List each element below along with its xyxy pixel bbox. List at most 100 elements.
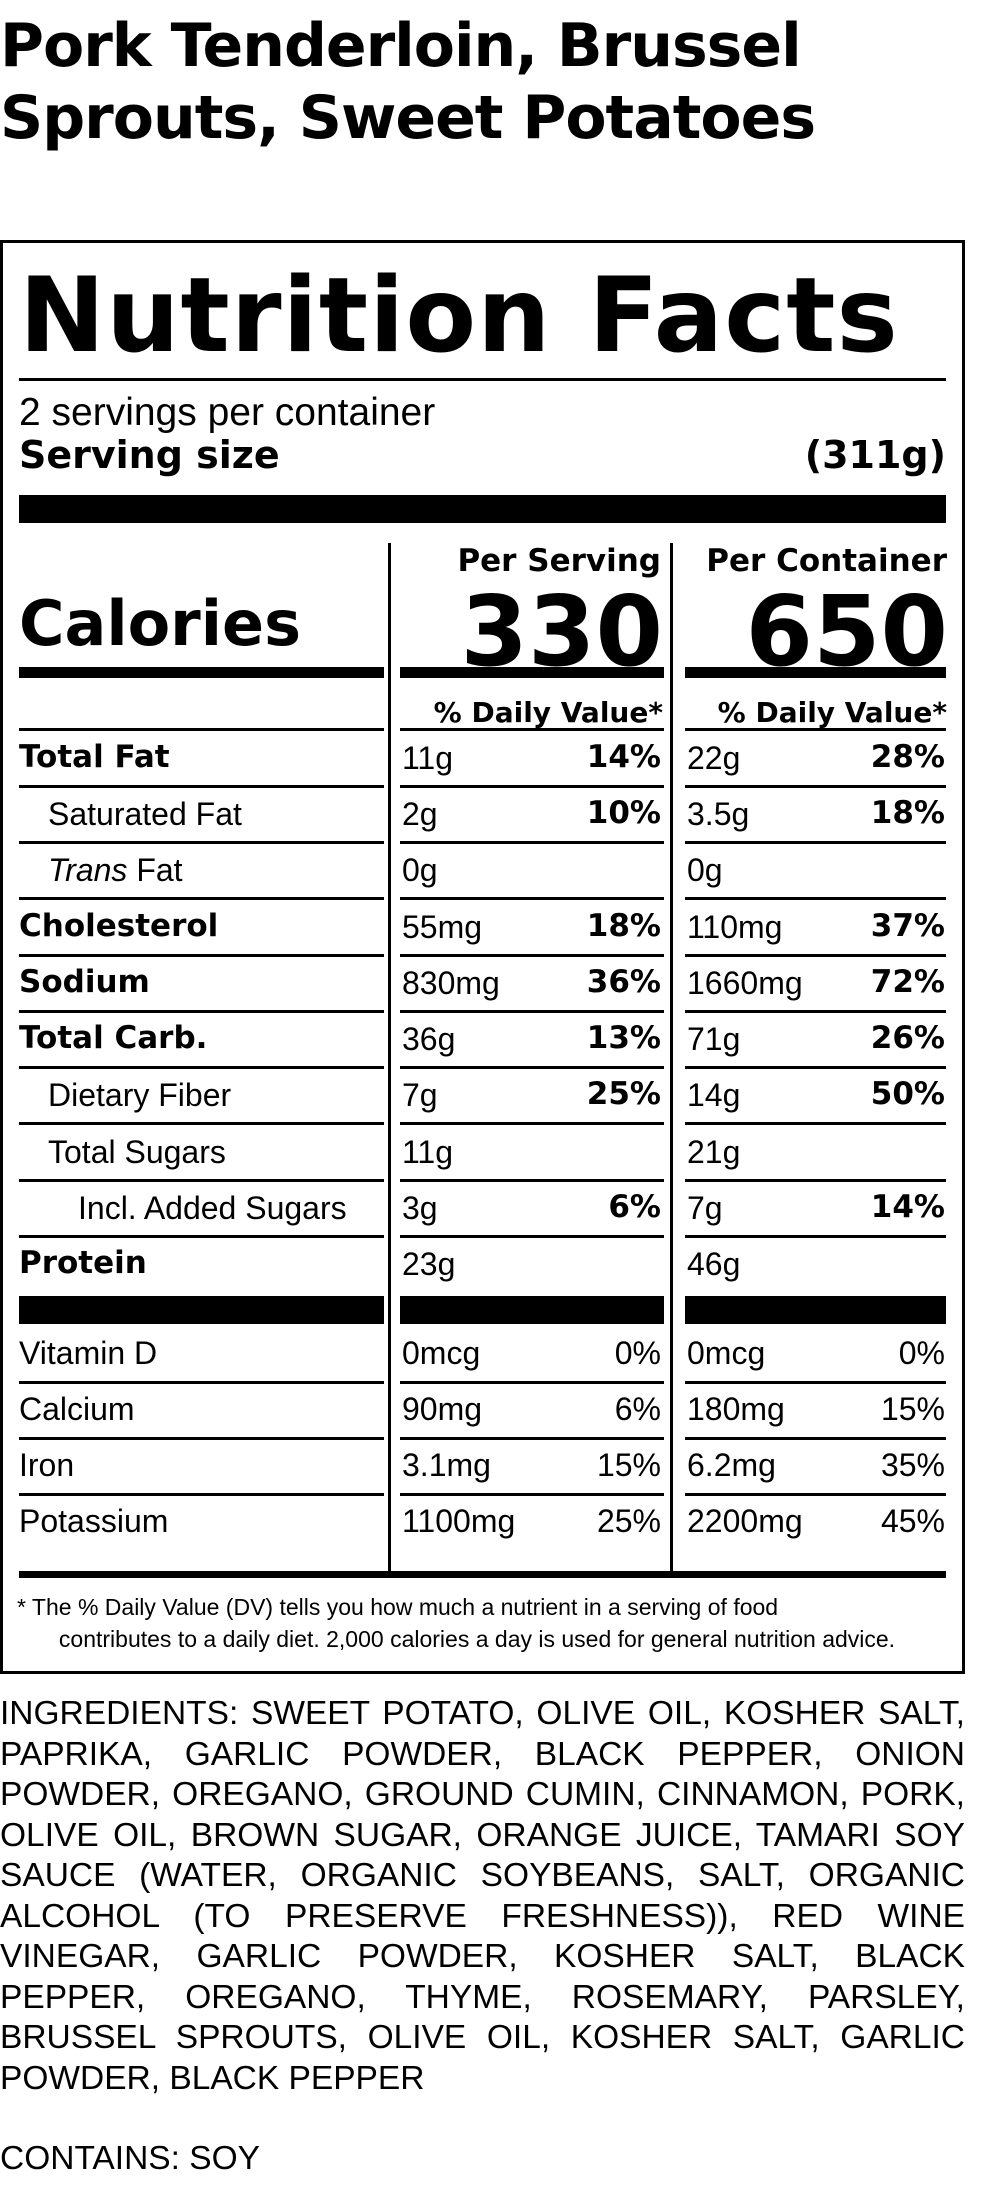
calories-divider-serving	[400, 667, 664, 678]
row-divider	[400, 841, 664, 844]
nutrient-name: Calcium	[19, 1391, 135, 1427]
serving-daily-value: 0%	[614, 1335, 661, 1371]
container-amount: 22g	[687, 740, 741, 776]
nutrient-row: Potassium 1100mg 25% 2200mg 45%	[3, 1493, 968, 1550]
heading-divider	[19, 378, 946, 381]
footnote-line-1: * The % Daily Value (DV) tells you how m…	[17, 1594, 779, 1620]
row-divider	[685, 785, 946, 788]
row-divider	[400, 1122, 664, 1125]
container-amount: 14g	[687, 1077, 741, 1113]
container-daily-value: 37%	[870, 908, 945, 944]
serving-daily-value: 18%	[586, 908, 661, 944]
product-title-line-2: Sprouts, Sweet Potatoes	[0, 83, 816, 153]
ingredients-list: INGREDIENTS: SWEET POTATO, OLIVE OIL, KO…	[0, 1695, 965, 2097]
row-divider	[19, 728, 384, 731]
serving-daily-value: 25%	[596, 1503, 661, 1539]
per-container-header: Per Container	[706, 543, 947, 579]
row-divider	[19, 1066, 384, 1069]
row-divider	[400, 1437, 664, 1440]
serving-amount: 90mg	[402, 1391, 483, 1427]
container-daily-value: 26%	[870, 1020, 945, 1056]
container-amount: 110mg	[687, 909, 783, 945]
row-divider	[19, 1493, 384, 1496]
container-amount: 1660mg	[687, 965, 803, 1001]
container-daily-value: 35%	[880, 1447, 945, 1483]
container-amount: 0mcg	[687, 1335, 766, 1371]
row-divider	[19, 1381, 384, 1384]
row-divider	[19, 1437, 384, 1440]
nutrient-name: Dietary Fiber	[48, 1077, 232, 1113]
vitamins-divider	[400, 1296, 664, 1324]
serving-daily-value: 6%	[608, 1189, 661, 1225]
serving-amount: 3.1mg	[402, 1447, 491, 1483]
row-divider	[400, 728, 664, 731]
row-divider	[400, 1493, 664, 1496]
nutrient-row: Incl. Added Sugars 3g 6% 7g 14%	[3, 1180, 968, 1237]
nutrition-facts-panel: Nutrition Facts 2 servings per container…	[0, 240, 965, 1674]
row-divider	[685, 841, 946, 844]
calories-per-serving: 330	[460, 575, 663, 688]
serving-amount: 3g	[402, 1190, 438, 1226]
row-divider	[685, 1122, 946, 1125]
container-daily-value: 28%	[870, 739, 945, 775]
nutrient-name: Total Fat	[19, 739, 170, 775]
servings-per-container: 2 servings per container	[19, 391, 436, 434]
serving-amount: 36g	[402, 1021, 456, 1057]
row-divider	[685, 1066, 946, 1069]
serving-daily-value: 36%	[586, 964, 661, 1000]
serving-amount: 11g	[402, 1134, 454, 1170]
row-divider	[19, 1179, 384, 1182]
container-daily-value: 15%	[880, 1391, 945, 1427]
container-amount: 21g	[687, 1134, 741, 1170]
nutrient-name: Saturated Fat	[48, 796, 242, 832]
daily-value-footnote: * The % Daily Value (DV) tells you how m…	[17, 1591, 937, 1655]
nutrient-name: Iron	[19, 1447, 75, 1483]
serving-amount: 55mg	[402, 909, 483, 945]
container-amount: 3.5g	[687, 796, 750, 832]
row-divider	[685, 728, 946, 731]
row-divider	[400, 785, 664, 788]
nutrient-row: Sodium 830mg 36% 1660mg 72%	[3, 955, 968, 1012]
vitamins-divider	[685, 1296, 946, 1324]
nutrient-row: Protein 23g 46g	[3, 1236, 968, 1293]
row-divider	[19, 954, 384, 957]
column-divider-1	[388, 543, 391, 1571]
row-divider	[685, 954, 946, 957]
nutrient-name: Sodium	[19, 964, 150, 1000]
container-amount: 0g	[687, 852, 723, 888]
row-divider	[685, 1493, 946, 1496]
serving-size-value: (311g)	[804, 433, 946, 477]
calories-divider-left	[19, 667, 384, 678]
serving-size-label: Serving size	[19, 433, 280, 477]
serving-amount: 0g	[402, 852, 438, 888]
nutrient-row: Cholesterol 55mg 18% 110mg 37%	[3, 899, 968, 956]
row-divider	[685, 1235, 946, 1238]
thick-divider	[19, 495, 946, 523]
row-divider	[685, 1437, 946, 1440]
row-divider	[19, 897, 384, 900]
per-serving-header: Per Serving	[457, 543, 661, 579]
serving-daily-value: 10%	[586, 795, 661, 831]
serving-amount: 830mg	[402, 965, 500, 1001]
container-amount: 6.2mg	[687, 1447, 776, 1483]
serving-amount: 23g	[402, 1246, 456, 1282]
calories-per-container: 650	[745, 575, 948, 688]
nutrient-row: Total Sugars 11g 21g	[3, 1124, 968, 1181]
nutrient-name-italic: Trans	[48, 852, 128, 888]
nutrient-row: Dietary Fiber 7g 25% 14g 50%	[3, 1067, 968, 1124]
serving-amount: 11g	[402, 740, 454, 776]
daily-value-header-container: % Daily Value*	[717, 696, 947, 729]
row-divider	[19, 1235, 384, 1238]
nutrient-name: Cholesterol	[19, 908, 219, 944]
container-amount: 7g	[687, 1190, 723, 1226]
row-divider	[19, 785, 384, 788]
nutrient-name: Total Carb.	[19, 1020, 208, 1056]
nutrient-row: Total Fat 11g 14% 22g 28%	[3, 730, 968, 787]
serving-amount: 2g	[402, 796, 438, 832]
container-amount: 46g	[687, 1246, 741, 1282]
row-divider	[19, 841, 384, 844]
container-amount: 2200mg	[687, 1503, 803, 1539]
daily-value-header-serving: % Daily Value*	[433, 696, 663, 729]
row-divider	[685, 1381, 946, 1384]
row-divider	[685, 897, 946, 900]
